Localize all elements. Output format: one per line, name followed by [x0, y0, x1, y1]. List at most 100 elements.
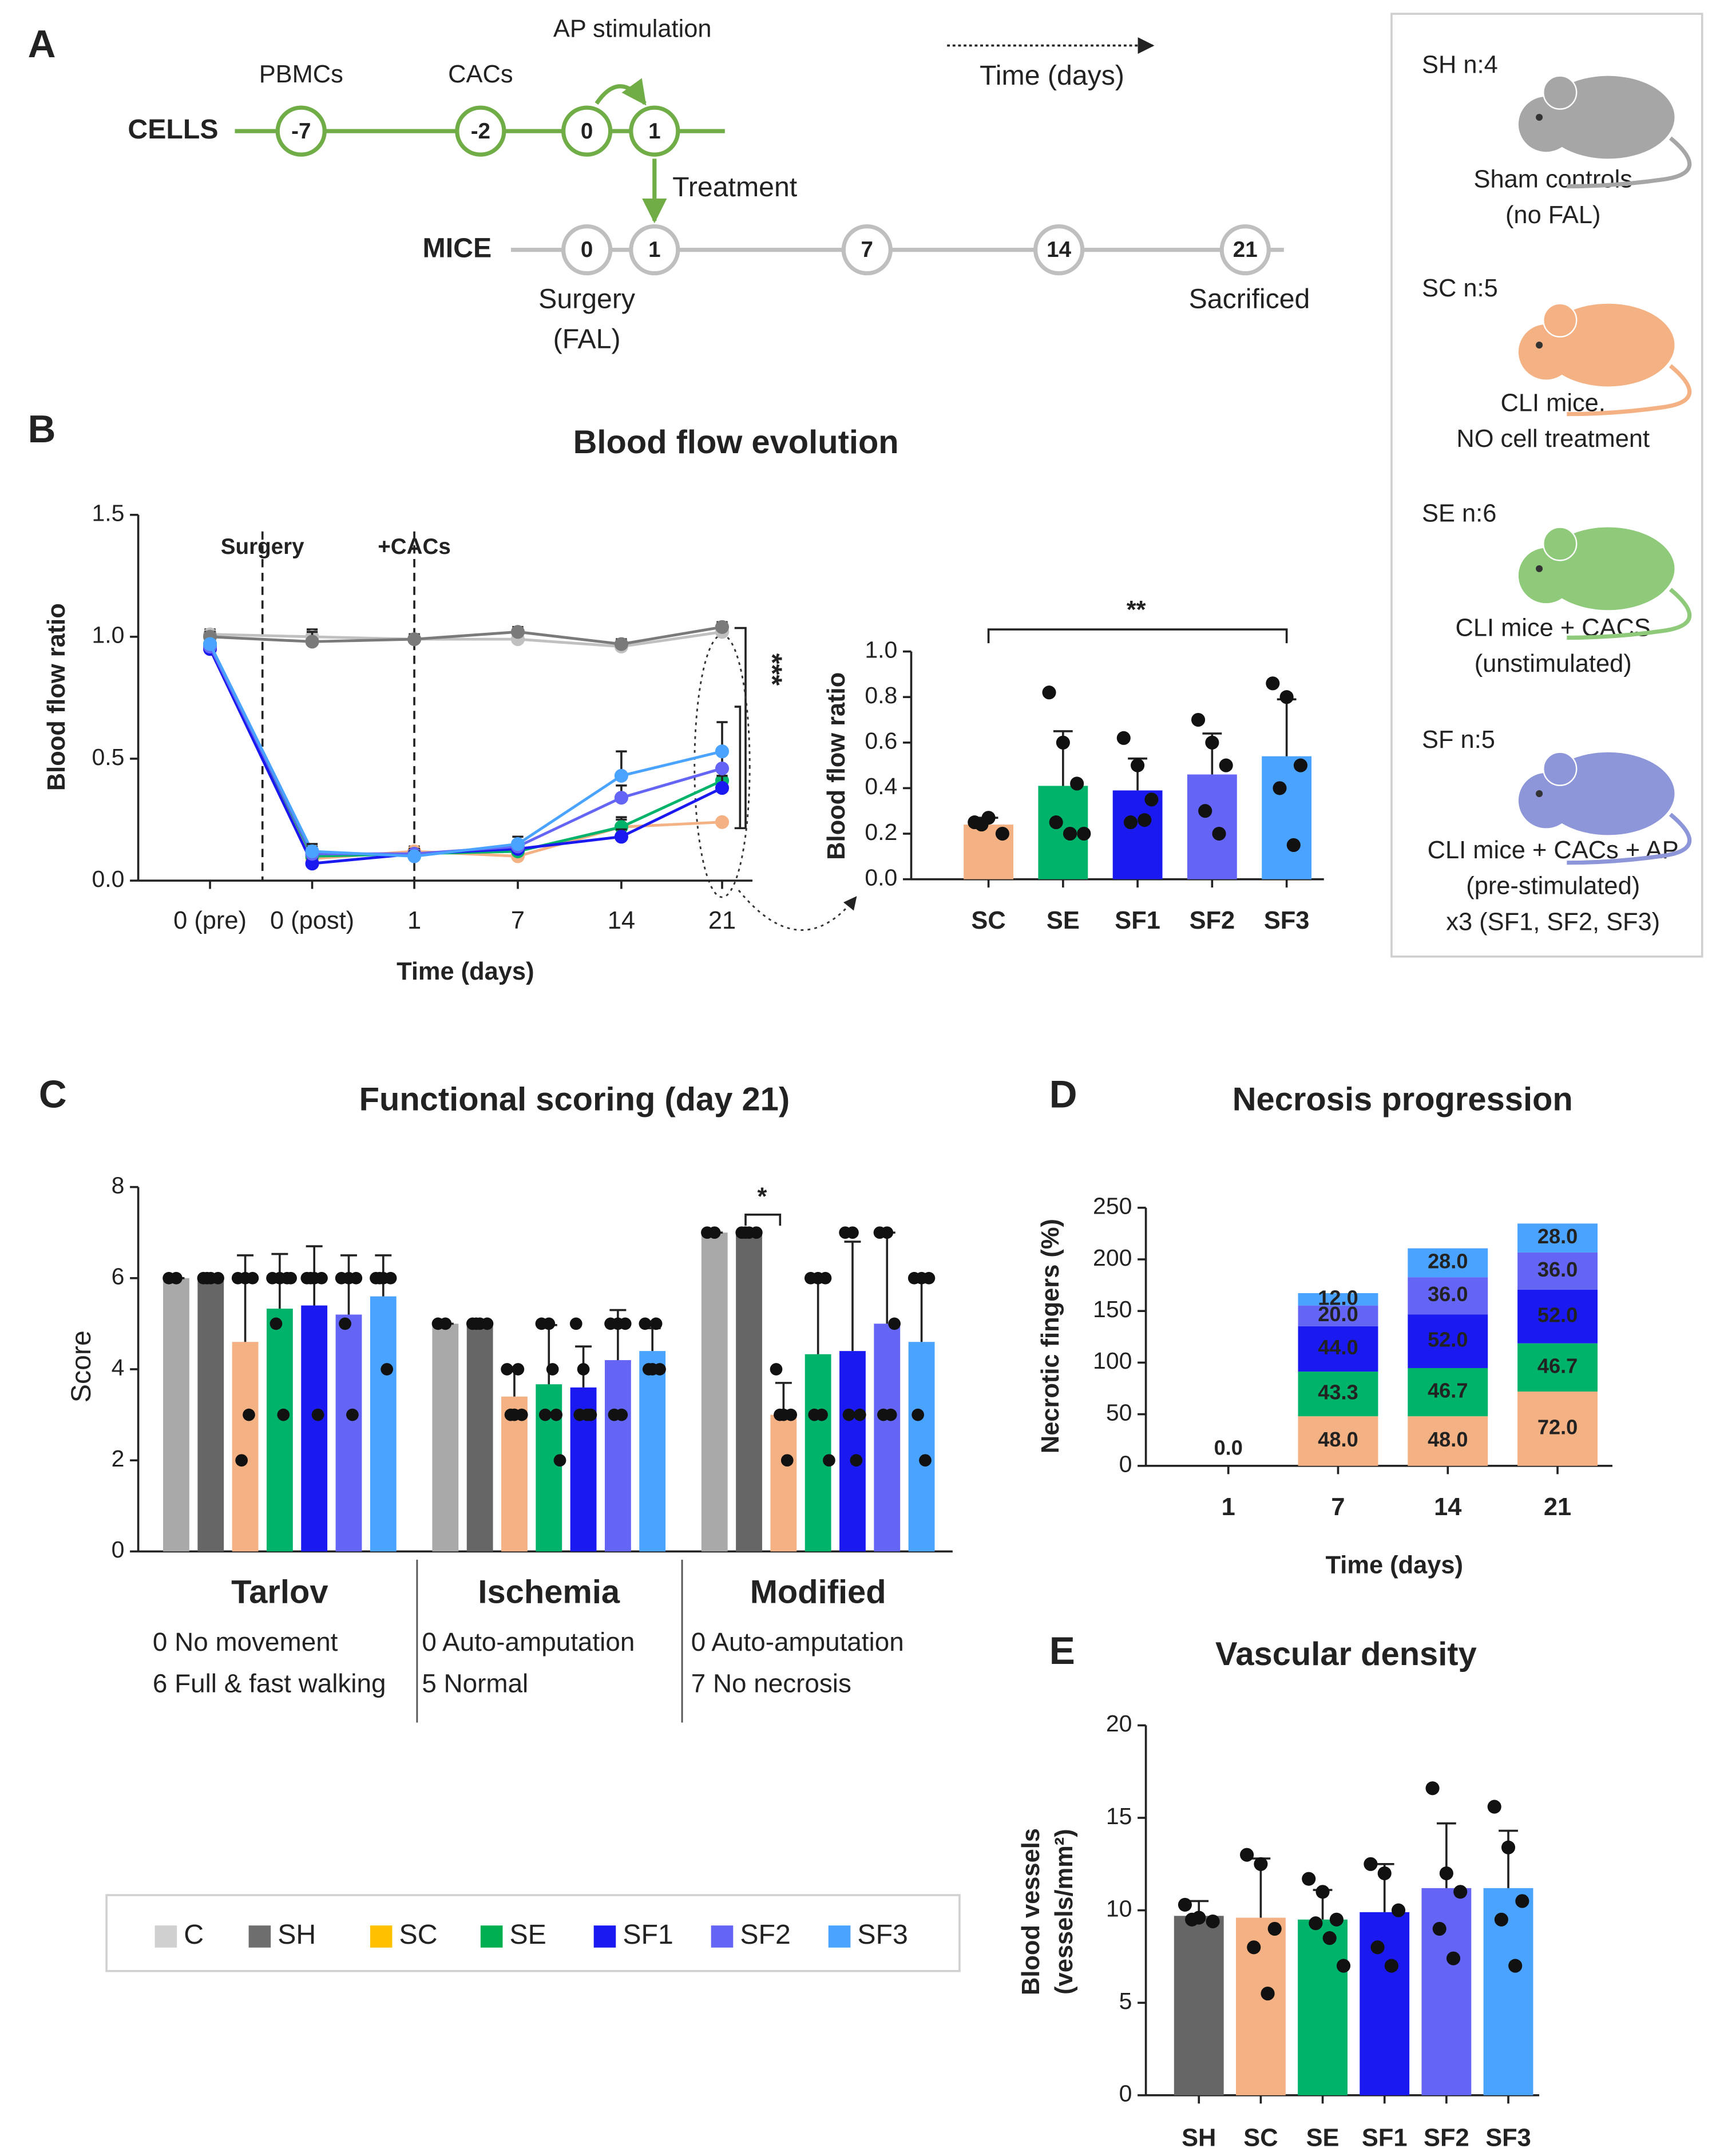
bar: [466, 1323, 493, 1552]
cells-label: CELLS: [128, 114, 218, 145]
data-point: [1446, 1951, 1461, 1965]
y-tick-label: 2: [112, 1445, 125, 1472]
data-point: [639, 1317, 652, 1330]
group-desc: x3 (SF1, SF2, SF3): [1446, 908, 1660, 936]
data-point: [780, 1454, 794, 1467]
data-point: [1198, 804, 1212, 818]
bar: [1262, 756, 1312, 879]
series-marker: [305, 844, 319, 858]
bar: [432, 1323, 459, 1552]
panel-label: E: [1049, 1630, 1075, 1673]
data-point: [1336, 1959, 1351, 1973]
legend-label: SF1: [623, 1919, 673, 1950]
group-label: SF n:5: [1422, 726, 1495, 754]
y-tick-label: 10: [1106, 1895, 1132, 1921]
y-tick-label: 1.5: [92, 500, 124, 526]
bar-segment: [1298, 1372, 1378, 1417]
mouse-tail: [1567, 813, 1692, 865]
y-tick-label: 1.0: [92, 622, 124, 648]
scale-note: 5 Normal: [422, 1669, 528, 1698]
bar-segment: [1298, 1416, 1378, 1466]
data-point: [277, 1408, 290, 1421]
value-label: 52.0: [1537, 1303, 1578, 1326]
scale-note: 0 Auto-amputation: [422, 1627, 635, 1656]
x-tick-label: 21: [708, 907, 736, 934]
data-point: [546, 1363, 559, 1376]
annotation: ***: [757, 653, 788, 686]
data-point: [1439, 1866, 1453, 1881]
group-label: SE n:6: [1422, 500, 1496, 527]
data-point: [1309, 1916, 1323, 1931]
data-point: [1377, 1866, 1392, 1881]
timeline-node: [1033, 224, 1085, 276]
bar: [604, 1360, 631, 1552]
data-point: [1329, 1912, 1344, 1927]
data-point: [1138, 813, 1152, 827]
x-tick-label: 14: [1434, 1493, 1461, 1521]
significance-bracket: [744, 1214, 782, 1226]
legend-swatch: [480, 1925, 503, 1948]
category-label: Ischemia: [478, 1574, 620, 1610]
bar: [874, 1323, 901, 1552]
data-point: [243, 1408, 255, 1421]
error-bar: [644, 1327, 661, 1352]
x-tick-label: 0 (post): [270, 907, 354, 934]
data-point: [553, 1454, 566, 1467]
legend-label: C: [184, 1919, 204, 1950]
mouse-ear: [1543, 303, 1578, 338]
bar: [163, 1278, 189, 1552]
data-point: [1116, 731, 1131, 745]
data-point: [577, 1363, 590, 1376]
data-point: [1273, 781, 1287, 795]
data-point: [311, 1408, 324, 1421]
data-point: [1191, 712, 1206, 727]
data-point: [888, 1317, 901, 1330]
data-point: [819, 1271, 832, 1285]
data-point: [884, 1408, 897, 1421]
data-point: [1364, 1857, 1378, 1871]
series-marker: [510, 625, 525, 639]
bar: [335, 1314, 362, 1552]
x-tick-label: SF2: [1190, 907, 1235, 934]
timeline-node: [275, 105, 327, 157]
timeline-node: [1219, 224, 1271, 276]
data-point: [919, 1454, 932, 1467]
group-box: [1390, 13, 1703, 958]
data-point: [170, 1271, 183, 1285]
series-marker: [715, 620, 730, 634]
data-point: [1247, 1940, 1261, 1955]
legend-swatch: [154, 1925, 177, 1948]
significance-bracket: [987, 628, 1288, 644]
data-point: [995, 826, 1009, 841]
bar: [770, 1414, 797, 1552]
data-point: [974, 818, 989, 832]
bar-segment: [1298, 1326, 1378, 1372]
bar: [1483, 1888, 1533, 2095]
y-tick-label: 0.2: [865, 819, 897, 845]
data-point: [1302, 1872, 1316, 1886]
data-point: [1056, 735, 1070, 750]
data-point: [1206, 1914, 1220, 1929]
node-label: 21: [1233, 237, 1258, 262]
chart-title: Blood flow evolution: [573, 424, 899, 461]
data-point: [1267, 1921, 1282, 1936]
value-label: 43.3: [1318, 1381, 1358, 1404]
timeline-node: [561, 105, 613, 157]
timeline-node: [841, 224, 893, 276]
data-point: [1501, 1840, 1516, 1854]
y-axis-label: Necrotic fingers (%): [1037, 1219, 1064, 1453]
group-desc: (pre-stimulated): [1466, 873, 1640, 900]
timeline-node: [455, 105, 506, 157]
bar: [839, 1351, 866, 1552]
x-tick-label: 7: [1331, 1493, 1345, 1521]
bar: [501, 1396, 528, 1552]
series-line: [208, 643, 723, 858]
mice-label: MICE: [423, 232, 492, 263]
series-marker: [715, 781, 730, 795]
data-point: [1515, 1894, 1529, 1908]
mouse-tail: [1567, 364, 1692, 417]
y-tick-label: 8: [112, 1172, 125, 1198]
mouse-eye: [1536, 565, 1543, 572]
annotation: **: [1127, 596, 1146, 624]
series-marker: [715, 815, 730, 829]
